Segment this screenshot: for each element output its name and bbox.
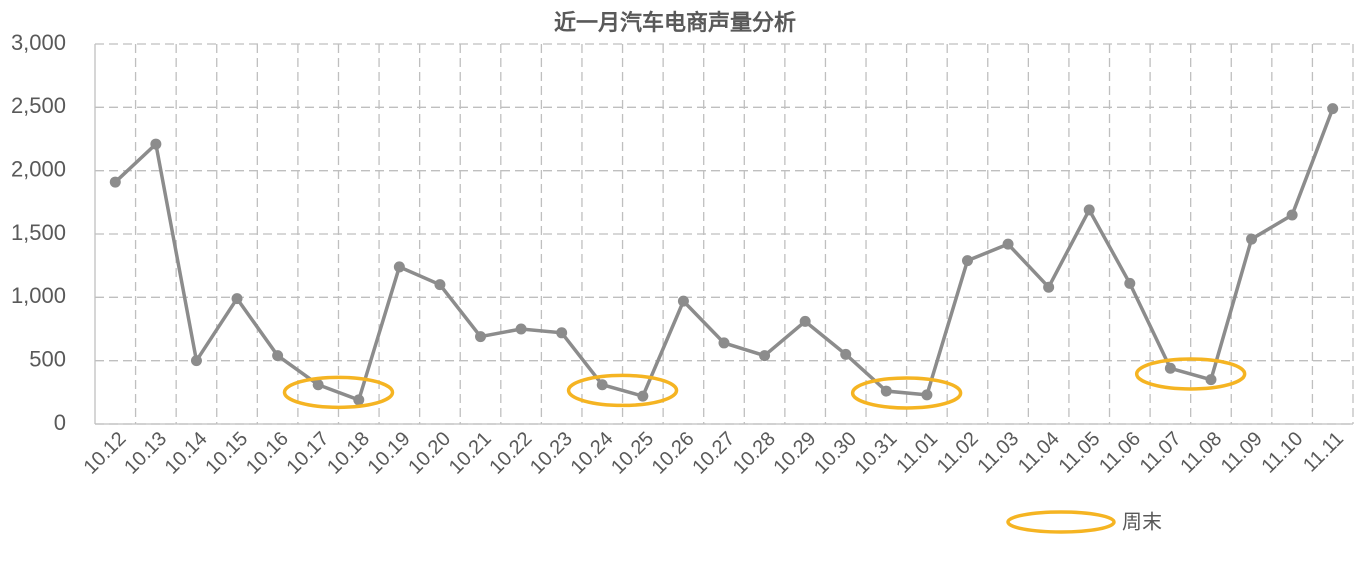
y-tick-label: 500 — [29, 346, 66, 371]
x-tick-label: 11.06 — [1095, 428, 1145, 478]
data-point — [515, 323, 527, 335]
x-tick-label: 11.07 — [1136, 428, 1186, 478]
x-tick-label: 10.14 — [161, 428, 212, 479]
data-point — [596, 379, 608, 391]
x-tick-label: 11.05 — [1055, 428, 1105, 478]
x-tick-label: 11.04 — [1014, 428, 1064, 478]
data-point — [231, 293, 243, 305]
data-point — [799, 315, 811, 327]
data-point — [190, 355, 202, 367]
x-tick-label: 10.27 — [688, 428, 739, 479]
data-point — [109, 176, 121, 188]
x-tick-label: 11.03 — [973, 428, 1023, 478]
x-tick-label: 11.08 — [1176, 428, 1226, 478]
data-point — [1327, 103, 1339, 115]
data-point — [880, 385, 892, 397]
legend-label: 周末 — [1122, 510, 1162, 533]
data-point — [1246, 233, 1258, 245]
data-point — [1164, 362, 1176, 374]
data-point — [1043, 281, 1055, 293]
data-point — [961, 255, 973, 267]
data-point — [434, 279, 446, 291]
x-tick-label: 11.11 — [1299, 428, 1348, 477]
y-tick-label: 0 — [54, 410, 66, 435]
y-tick-label: 3,000 — [11, 30, 66, 55]
x-tick-label: 10.12 — [80, 428, 131, 479]
x-tick-label: 10.25 — [607, 428, 658, 479]
y-tick-label: 2,000 — [11, 156, 66, 181]
x-tick-label: 10.20 — [404, 428, 455, 479]
data-point — [475, 331, 487, 343]
data-point — [637, 390, 649, 402]
weekend-highlight — [850, 376, 963, 410]
x-tick-label: 10.17 — [283, 428, 334, 479]
data-point — [759, 350, 771, 362]
x-tick-label: 10.28 — [729, 428, 780, 479]
x-tick-label: 11.02 — [933, 428, 983, 478]
x-tick-label: 10.23 — [526, 428, 577, 479]
data-point — [1205, 374, 1217, 386]
data-point — [1124, 277, 1136, 289]
x-tick-label: 10.31 — [851, 428, 902, 479]
data-point — [1083, 204, 1095, 216]
data-point — [840, 348, 852, 360]
weekend-highlight — [566, 373, 679, 408]
y-tick-label: 1,500 — [11, 220, 66, 245]
x-tick-label: 11.10 — [1257, 428, 1307, 478]
x-tick-label: 11.09 — [1217, 428, 1267, 478]
legend-symbol — [1006, 510, 1116, 534]
data-point — [150, 138, 162, 150]
x-tick-label: 10.15 — [201, 428, 252, 479]
x-tick-label: 10.22 — [485, 428, 536, 479]
data-point — [272, 350, 284, 362]
x-tick-label: 10.19 — [364, 428, 415, 479]
data-point — [1286, 209, 1298, 221]
y-tick-label: 2,500 — [11, 93, 66, 118]
x-tick-label: 10.26 — [648, 428, 699, 479]
x-tick-label: 10.30 — [810, 428, 861, 479]
x-tick-label: 10.16 — [242, 428, 293, 479]
x-tick-label: 10.29 — [769, 428, 820, 479]
x-tick-label: 10.21 — [445, 428, 496, 479]
x-tick-label: 10.18 — [323, 428, 374, 479]
x-tick-label: 11.01 — [892, 428, 942, 478]
weekend-highlight — [1134, 357, 1247, 391]
data-point — [1002, 238, 1014, 250]
data-point — [718, 337, 730, 349]
data-point — [677, 295, 689, 307]
data-point — [312, 379, 324, 391]
data-point — [556, 327, 568, 339]
x-tick-label: 10.13 — [120, 428, 171, 479]
data-point — [393, 261, 405, 273]
chart-title: 近一月汽车电商声量分析 — [554, 10, 796, 35]
weekend-highlight — [282, 375, 395, 410]
x-tick-label: 10.24 — [567, 428, 618, 479]
data-point — [921, 389, 933, 401]
data-point — [353, 394, 365, 406]
y-tick-label: 1,000 — [11, 283, 66, 308]
